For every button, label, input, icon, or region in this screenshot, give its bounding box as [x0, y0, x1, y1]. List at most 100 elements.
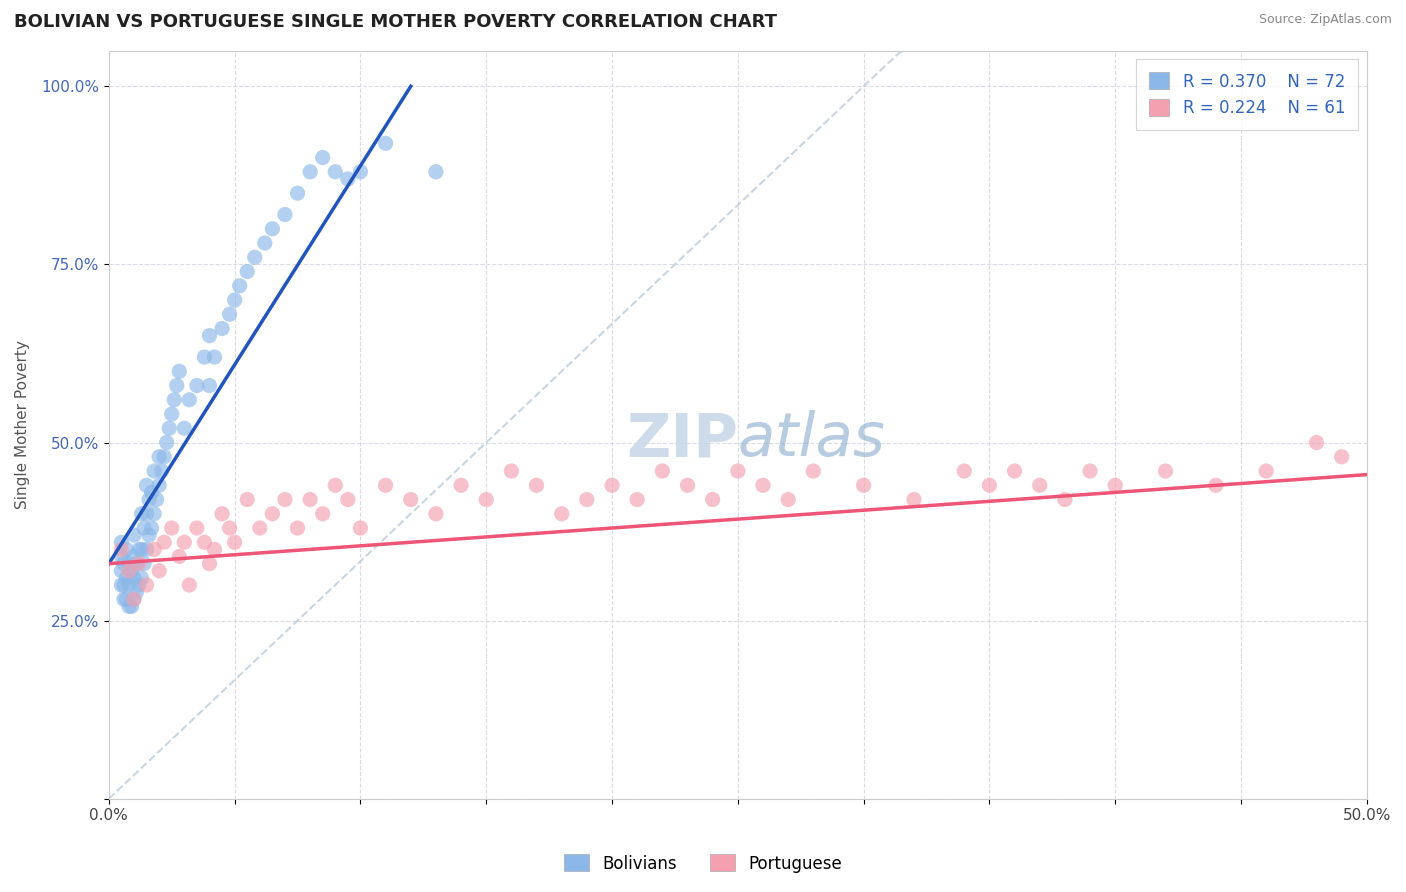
Legend: Bolivians, Portuguese: Bolivians, Portuguese — [557, 847, 849, 880]
Point — [262, 221, 284, 235]
Point — [752, 478, 775, 492]
Point — [526, 478, 548, 492]
Point — [299, 165, 322, 179]
Point — [122, 592, 145, 607]
Point — [128, 542, 150, 557]
Point — [166, 378, 188, 392]
Point — [110, 549, 132, 564]
Point — [173, 421, 195, 435]
Point — [287, 521, 309, 535]
Point — [651, 464, 673, 478]
Point — [163, 392, 186, 407]
Point — [399, 492, 422, 507]
Point — [224, 535, 246, 549]
Point — [299, 492, 322, 507]
Point — [125, 585, 148, 599]
Point — [169, 549, 191, 564]
Point — [312, 507, 335, 521]
Legend: R = 0.370    N = 72, R = 0.224    N = 61: R = 0.370 N = 72, R = 0.224 N = 61 — [1136, 59, 1358, 130]
Point — [141, 485, 163, 500]
Point — [323, 478, 346, 492]
Point — [224, 293, 246, 307]
Point — [115, 542, 138, 557]
Point — [778, 492, 800, 507]
Text: BOLIVIAN VS PORTUGUESE SINGLE MOTHER POVERTY CORRELATION CHART: BOLIVIAN VS PORTUGUESE SINGLE MOTHER POV… — [14, 13, 778, 31]
Text: ZIP: ZIP — [626, 410, 738, 469]
Point — [153, 535, 176, 549]
Point — [374, 136, 396, 151]
Point — [143, 507, 166, 521]
Point — [193, 350, 215, 364]
Point — [122, 592, 145, 607]
Point — [218, 307, 240, 321]
Point — [287, 186, 309, 201]
Point — [551, 507, 574, 521]
Point — [138, 492, 160, 507]
Point — [112, 592, 135, 607]
Point — [110, 542, 132, 557]
Point — [179, 392, 201, 407]
Point — [131, 507, 153, 521]
Point — [186, 378, 208, 392]
Text: Source: ZipAtlas.com: Source: ZipAtlas.com — [1258, 13, 1392, 27]
Point — [1154, 464, 1177, 478]
Point — [160, 521, 183, 535]
Point — [138, 528, 160, 542]
Point — [193, 535, 215, 549]
Point — [274, 208, 297, 222]
Point — [575, 492, 598, 507]
Point — [122, 549, 145, 564]
Point — [1029, 478, 1052, 492]
Point — [150, 464, 173, 478]
Point — [128, 578, 150, 592]
Point — [1053, 492, 1076, 507]
Point — [115, 571, 138, 585]
Point — [122, 528, 145, 542]
Point — [211, 321, 233, 335]
Point — [148, 564, 170, 578]
Point — [110, 578, 132, 592]
Point — [336, 172, 359, 186]
Point — [218, 521, 240, 535]
Point — [131, 542, 153, 557]
Point — [118, 557, 141, 571]
Point — [727, 464, 749, 478]
Point — [274, 492, 297, 507]
Point — [600, 478, 623, 492]
Point — [153, 450, 176, 464]
Point — [118, 578, 141, 592]
Point — [173, 535, 195, 549]
Point — [1330, 450, 1353, 464]
Point — [349, 165, 371, 179]
Point — [801, 464, 824, 478]
Point — [1004, 464, 1026, 478]
Point — [143, 464, 166, 478]
Point — [425, 507, 447, 521]
Point — [676, 478, 699, 492]
Point — [143, 542, 166, 557]
Text: atlas: atlas — [738, 410, 886, 469]
Point — [953, 464, 976, 478]
Point — [128, 557, 150, 571]
Y-axis label: Single Mother Poverty: Single Mother Poverty — [15, 340, 30, 509]
Point — [1305, 435, 1327, 450]
Point — [374, 478, 396, 492]
Point — [425, 165, 447, 179]
Point — [118, 599, 141, 614]
Point — [121, 599, 143, 614]
Point — [121, 564, 143, 578]
Point — [979, 478, 1001, 492]
Point — [156, 435, 179, 450]
Point — [236, 264, 259, 278]
Point — [160, 407, 183, 421]
Point — [852, 478, 875, 492]
Point — [132, 521, 155, 535]
Point — [135, 478, 157, 492]
Point — [125, 557, 148, 571]
Point — [135, 542, 157, 557]
Point — [204, 542, 226, 557]
Point — [1104, 478, 1126, 492]
Point — [262, 507, 284, 521]
Point — [112, 557, 135, 571]
Point — [179, 578, 201, 592]
